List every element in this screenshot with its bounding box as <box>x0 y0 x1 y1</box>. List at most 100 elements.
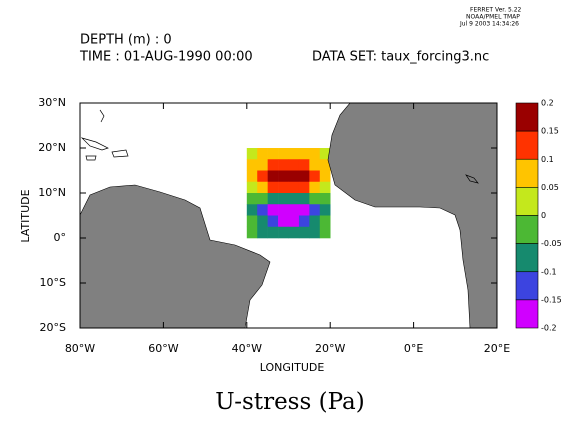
cell <box>257 215 268 228</box>
x-axis-label: LONGITUDE <box>260 361 325 374</box>
cell <box>257 226 268 239</box>
cell <box>288 215 300 228</box>
cell <box>267 215 279 228</box>
y-tick-label: 10°N <box>38 186 66 199</box>
cell <box>309 170 321 183</box>
x-tick-label: 0°E <box>404 342 423 355</box>
x-tick-label: 20°E <box>484 342 510 355</box>
cell <box>278 193 289 205</box>
colorbar-swatch <box>515 215 539 244</box>
cell <box>309 215 321 228</box>
cell <box>319 170 331 183</box>
header: DATA SET: taux_forcing3.nc <box>312 50 489 65</box>
cell <box>298 181 310 194</box>
colorbar-label: 0.15 <box>541 127 559 136</box>
cell <box>319 215 331 228</box>
cell <box>298 193 310 205</box>
cell <box>246 204 258 216</box>
cell <box>288 148 300 160</box>
colorbar-label: -0.1 <box>541 267 557 276</box>
islands <box>80 109 479 184</box>
cell <box>298 159 310 171</box>
y-tick-label: 0° <box>54 231 67 244</box>
y-axis-label: LATITUDE <box>19 189 32 242</box>
cell <box>309 204 321 216</box>
cell <box>319 148 331 160</box>
cell <box>298 215 310 228</box>
cell <box>246 193 258 205</box>
cell <box>288 226 300 239</box>
cell <box>267 181 279 194</box>
colorbar-swatch <box>515 102 539 132</box>
cell <box>246 159 258 171</box>
cell <box>257 159 268 171</box>
colorbar-label: -0.05 <box>541 239 562 248</box>
cell <box>257 204 268 216</box>
cell <box>246 170 258 183</box>
colorbar-label: 0.05 <box>541 183 559 192</box>
chart-title: U-stress (Pa) <box>215 389 364 415</box>
cell <box>319 181 331 194</box>
cell <box>267 148 279 160</box>
cell <box>278 170 289 183</box>
colorbar-swatch <box>515 130 539 160</box>
cell <box>257 148 268 160</box>
cell <box>246 215 258 228</box>
cell <box>278 181 289 194</box>
colorbar-label: -0.2 <box>541 324 557 333</box>
x-tick-label: 20°W <box>315 342 345 355</box>
colorbar-label: 0.1 <box>541 155 554 164</box>
y-tick-label: 20°S <box>40 321 66 334</box>
y-tick-label: 30°N <box>38 96 66 109</box>
cell <box>257 193 268 205</box>
cell <box>298 204 310 216</box>
cell <box>288 170 300 183</box>
cell <box>288 181 300 194</box>
cell <box>257 181 268 194</box>
cell <box>309 148 321 160</box>
colorbar-label: 0.2 <box>541 99 554 108</box>
cell <box>298 148 310 160</box>
cell <box>267 193 279 205</box>
cell <box>278 226 289 239</box>
cell <box>246 148 258 160</box>
cell <box>319 226 331 239</box>
cell <box>267 170 279 183</box>
cell <box>267 226 279 239</box>
cell <box>298 226 310 239</box>
colorbar-swatch <box>515 243 539 273</box>
cell <box>319 204 331 216</box>
cell <box>319 193 331 205</box>
cell <box>246 226 258 239</box>
cell <box>288 159 300 171</box>
cell <box>257 170 268 183</box>
colorbar-swatch <box>515 187 539 216</box>
x-tick-label: 40°W <box>232 342 262 355</box>
cell <box>309 181 321 194</box>
cell <box>309 193 321 205</box>
x-tick-label: 60°W <box>148 342 178 355</box>
x-tick-label: 80°W <box>65 342 95 355</box>
credit: Jul 9 2003 14:34:26 <box>459 21 519 28</box>
cell <box>278 215 289 228</box>
cell <box>309 226 321 239</box>
plot-frame <box>79 102 498 329</box>
cell <box>267 159 279 171</box>
cell <box>288 193 300 205</box>
cell <box>298 170 310 183</box>
cell <box>246 181 258 194</box>
colorbar-swatch <box>515 299 539 329</box>
cell <box>319 159 331 171</box>
y-tick-label: 10°S <box>40 276 66 289</box>
colorbar-label: -0.15 <box>541 295 562 304</box>
colorbar-swatch <box>515 271 539 301</box>
cell <box>267 204 279 216</box>
y-tick-label: 20°N <box>38 141 66 154</box>
colorbar-label: 0 <box>541 211 546 220</box>
header: DEPTH (m) : 0 <box>80 33 172 48</box>
cell <box>278 204 289 216</box>
cell <box>278 159 289 171</box>
credit: NOAA/PMEL TMAP <box>466 14 520 21</box>
colorbar-swatch <box>515 158 539 188</box>
